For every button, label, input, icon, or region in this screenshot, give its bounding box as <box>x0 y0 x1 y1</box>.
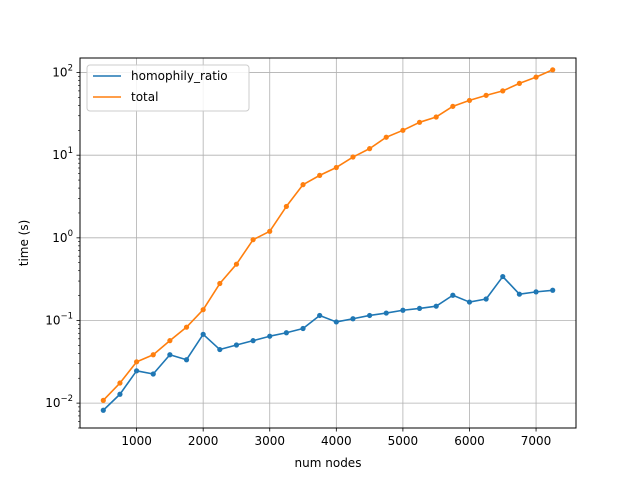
series-line-total <box>102 69 554 401</box>
data-point-homophily-ratio <box>516 291 523 297</box>
data-point-total <box>500 88 506 94</box>
data-point-total <box>466 97 473 104</box>
data-point-homophily-ratio <box>400 307 406 313</box>
legend-label-total: total <box>131 90 158 104</box>
data-point-total <box>283 203 289 210</box>
y-tick-label: 10−2 <box>45 394 73 410</box>
x-tick-label: 5000 <box>388 434 419 448</box>
data-point-total <box>333 164 339 171</box>
legend-label-homophily-ratio: homophily_ratio <box>131 69 228 83</box>
x-tick-label: 6000 <box>454 434 485 448</box>
data-point-total <box>317 172 323 178</box>
x-tick-label: 3000 <box>254 434 285 448</box>
data-point-homophily-ratio <box>300 325 306 332</box>
data-point-homophily-ratio <box>416 305 423 312</box>
legend-box <box>86 64 250 112</box>
data-point-total <box>233 261 240 267</box>
data-point-homophily-ratio <box>466 299 473 305</box>
data-point-total <box>433 114 439 120</box>
data-point-total <box>100 397 106 403</box>
data-point-total <box>416 119 423 125</box>
data-point-homophily-ratio <box>233 342 240 348</box>
data-point-total <box>300 182 306 188</box>
data-point-homophily-ratio <box>500 273 506 280</box>
data-point-total <box>483 92 489 98</box>
data-point-total <box>183 324 190 330</box>
data-point-homophily-ratio <box>200 331 206 337</box>
y-tick-label: 102 <box>52 64 73 80</box>
data-point-homophily-ratio <box>550 287 556 293</box>
data-point-total <box>450 103 456 109</box>
series-line-homophily-ratio <box>102 275 553 411</box>
ticks: 1000 2000 3000 4000 5000 6000 7000 10−2 10−1 100 1… <box>45 64 551 448</box>
data-point-homophily-ratio <box>217 346 223 353</box>
x-tick-label: 1000 <box>121 434 152 448</box>
data-point-homophily-ratio <box>150 371 156 377</box>
x-axis-label: num nodes <box>295 456 362 470</box>
series-layer <box>100 67 556 413</box>
data-point-total <box>167 338 173 344</box>
data-point-homophily-ratio <box>383 310 389 316</box>
x-tick-label: 4000 <box>321 434 352 448</box>
plot-frame <box>79 57 577 429</box>
x-tick-label: 2000 <box>188 434 219 448</box>
data-point-total <box>350 154 356 160</box>
data-point-total <box>383 134 389 140</box>
data-point-total <box>250 237 256 243</box>
data-point-homophily-ratio <box>267 333 273 339</box>
data-point-homophily-ratio <box>117 391 123 397</box>
data-point-homophily-ratio <box>350 316 356 322</box>
data-point-homophily-ratio <box>250 338 256 344</box>
data-point-total <box>367 146 373 152</box>
x-tick-label: 7000 <box>521 434 552 448</box>
data-point-total <box>133 359 140 365</box>
data-point-homophily-ratio <box>533 289 539 295</box>
data-point-total <box>550 67 556 73</box>
data-point-total <box>150 352 156 358</box>
data-point-homophily-ratio <box>367 312 373 319</box>
data-point-homophily-ratio <box>433 303 439 309</box>
data-point-homophily-ratio <box>317 312 323 319</box>
data-point-total <box>533 74 539 80</box>
grid <box>80 58 576 428</box>
data-point-total <box>267 228 273 234</box>
data-point-homophily-ratio <box>483 296 489 302</box>
data-point-total <box>200 307 206 313</box>
y-tick-label: 10−1 <box>45 311 73 327</box>
y-tick-label: 101 <box>52 146 73 162</box>
data-point-homophily-ratio <box>283 330 289 336</box>
data-point-total <box>217 280 223 287</box>
y-axis-label: time (s) <box>17 220 31 267</box>
data-point-homophily-ratio <box>133 368 140 374</box>
data-point-total <box>516 80 523 86</box>
y-tick-label: 100 <box>52 229 73 245</box>
data-point-total <box>400 127 406 133</box>
data-point-homophily-ratio <box>333 319 339 325</box>
data-point-homophily-ratio <box>183 357 190 363</box>
data-point-homophily-ratio <box>167 352 173 358</box>
data-point-homophily-ratio <box>100 407 106 413</box>
data-point-total <box>117 380 123 386</box>
data-point-homophily-ratio <box>450 292 456 298</box>
